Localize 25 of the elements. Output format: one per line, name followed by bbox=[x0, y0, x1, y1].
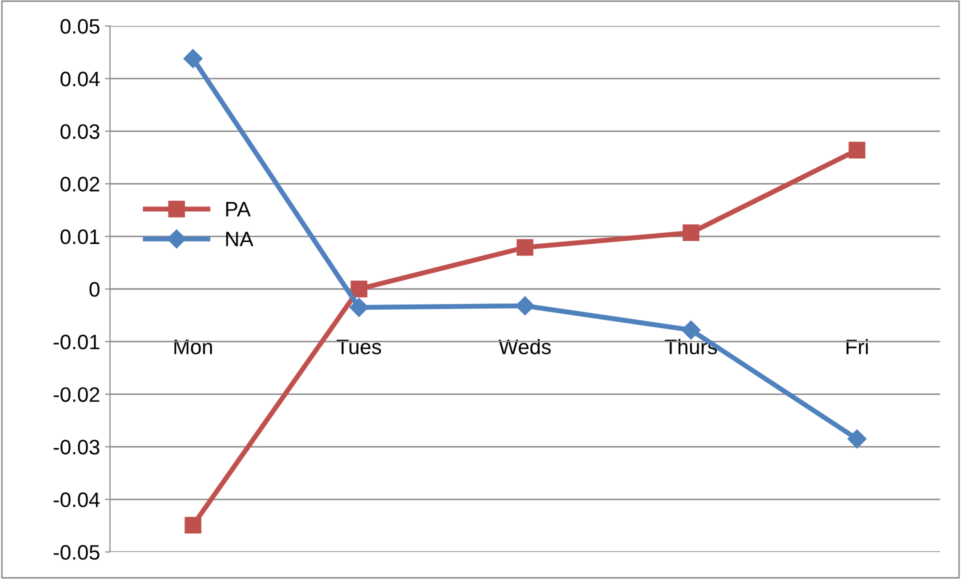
x-tick-label: Weds bbox=[498, 339, 551, 354]
point bbox=[847, 429, 867, 448]
y-tick-label: 0.05 bbox=[60, 19, 100, 34]
legend-label: PA bbox=[226, 202, 251, 216]
y-tick-label: -0.03 bbox=[54, 440, 100, 455]
point bbox=[184, 516, 202, 534]
y-tick-label: -0.01 bbox=[54, 334, 100, 350]
y-tick-label: -0.04 bbox=[54, 492, 100, 508]
y-tick-label: 0.04 bbox=[60, 72, 100, 86]
point bbox=[183, 49, 203, 68]
point bbox=[349, 298, 369, 317]
point bbox=[848, 142, 866, 158]
y-tick-label: -0.05 bbox=[54, 545, 100, 560]
y-tick-label: 0 bbox=[90, 282, 100, 297]
y-tick-label: 0.03 bbox=[60, 124, 100, 139]
point bbox=[681, 320, 701, 340]
point bbox=[516, 239, 534, 256]
point bbox=[682, 224, 700, 242]
y-tick-label: 0.02 bbox=[60, 176, 100, 192]
point bbox=[350, 280, 368, 298]
y-tick-label: 0.01 bbox=[60, 229, 100, 244]
x-tick-label: Tues bbox=[336, 340, 382, 354]
y-tick-label: -0.02 bbox=[54, 387, 100, 402]
legend-label: NA bbox=[226, 232, 254, 246]
x-tick-label: Mon bbox=[174, 340, 212, 354]
